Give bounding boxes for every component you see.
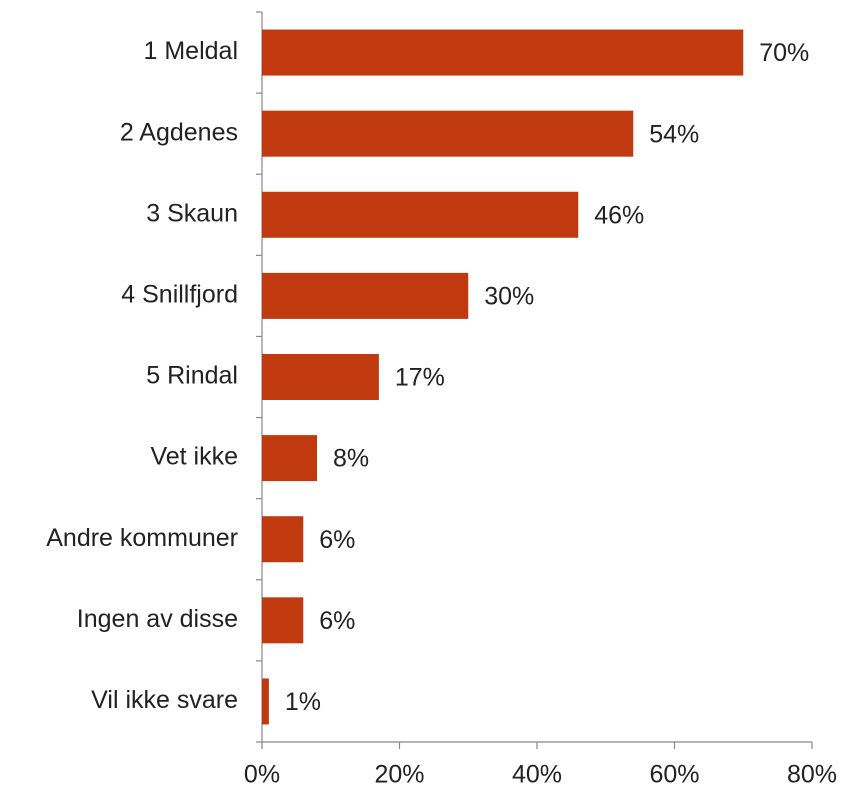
data-label: 54% bbox=[649, 120, 699, 148]
y-tick-label: 3 Skaun bbox=[146, 199, 238, 227]
data-label: 8% bbox=[333, 445, 369, 473]
bar bbox=[262, 110, 634, 157]
data-label: 46% bbox=[594, 201, 644, 229]
bar bbox=[262, 272, 469, 319]
bar bbox=[262, 191, 579, 238]
y-tick-label: Vil ikke svare bbox=[91, 686, 238, 714]
y-tick-label: Vet ikke bbox=[150, 443, 238, 471]
x-tick-label: 60% bbox=[649, 761, 699, 789]
data-label: 6% bbox=[319, 526, 355, 554]
y-tick-label: 4 Snillfjord bbox=[121, 280, 238, 308]
y-tick-label: Ingen av disse bbox=[77, 605, 238, 633]
data-label: 70% bbox=[759, 39, 809, 67]
data-label: 17% bbox=[395, 364, 445, 392]
bar bbox=[262, 597, 304, 644]
y-tick-label: 1 Meldal bbox=[144, 37, 239, 65]
y-tick-label: Andre kommuner bbox=[46, 524, 238, 552]
bar bbox=[262, 516, 304, 563]
bar bbox=[262, 29, 744, 76]
y-tick-label: 2 Agdenes bbox=[120, 118, 238, 146]
data-label: 30% bbox=[484, 282, 534, 310]
bar bbox=[262, 354, 379, 400]
bar bbox=[262, 678, 269, 725]
data-label: 6% bbox=[319, 607, 355, 635]
data-label: 1% bbox=[285, 688, 321, 716]
y-tick-label: 5 Rindal bbox=[146, 362, 238, 390]
bar bbox=[262, 435, 317, 482]
x-tick-label: 80% bbox=[787, 761, 837, 789]
x-tick-label: 40% bbox=[512, 761, 562, 789]
x-tick-label: 20% bbox=[374, 761, 424, 789]
x-tick-label: 0% bbox=[244, 761, 280, 789]
